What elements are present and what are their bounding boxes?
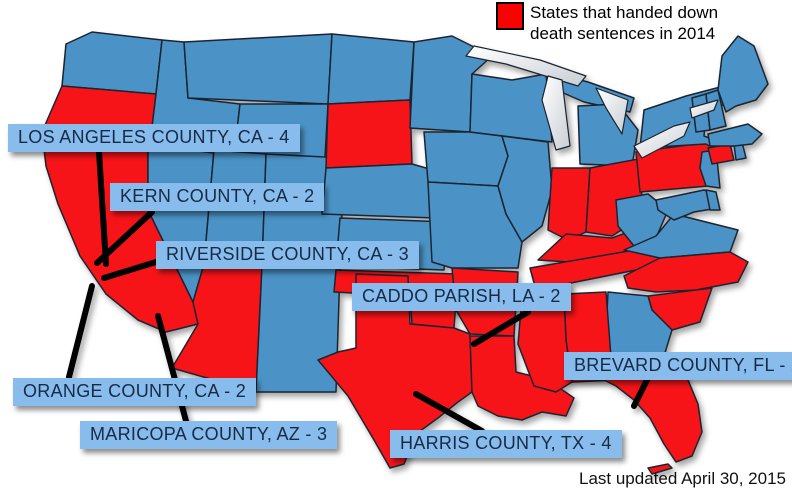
callout-line-riverside xyxy=(101,259,159,281)
state-montana xyxy=(183,33,333,105)
lake-erie xyxy=(633,121,691,159)
state-north-carolina xyxy=(623,251,749,293)
callout-line-orange xyxy=(66,283,95,380)
state-michigan-lower xyxy=(577,103,639,167)
callout-riverside-county: RIVERSIDE COUNTY, CA - 3 xyxy=(156,241,419,269)
callout-line-los-angeles xyxy=(96,149,109,267)
legend-label-line2: death sentences in 2014 xyxy=(530,24,716,43)
lake-ontario xyxy=(689,99,719,119)
callout-brevard-county: BREVARD COUNTY, FL - 2 xyxy=(564,352,792,380)
callout-orange-county: ORANGE COUNTY, CA - 2 xyxy=(13,378,257,406)
state-connecticut xyxy=(707,143,735,165)
state-washington xyxy=(61,31,163,95)
legend: States that handed down death sentences … xyxy=(496,2,718,44)
state-south-dakota xyxy=(325,99,413,169)
state-north-dakota xyxy=(327,33,415,105)
state-nebraska xyxy=(321,163,441,219)
lake-superior xyxy=(465,45,587,87)
lake-huron xyxy=(595,87,629,135)
callout-line-kern xyxy=(94,209,155,266)
callout-line-brevard xyxy=(631,375,651,409)
state-iowa xyxy=(423,131,509,187)
state-indiana xyxy=(547,167,591,241)
state-maine xyxy=(717,35,769,113)
state-new-hampshire xyxy=(705,89,727,131)
state-louisiana xyxy=(469,335,575,421)
state-illinois xyxy=(497,135,553,243)
callout-harris-county: HARRIS COUNTY, TX - 4 xyxy=(390,430,622,458)
state-florida-keys xyxy=(647,463,673,475)
legend-label: States that handed down death sentences … xyxy=(530,2,718,44)
callout-kern-county: KERN COUNTY, CA - 2 xyxy=(110,183,325,211)
lake-michigan xyxy=(541,75,571,151)
state-new-mexico xyxy=(255,265,341,393)
state-wisconsin xyxy=(469,73,553,143)
callout-maricopa-county: MARICOPA COUNTY, AZ - 3 xyxy=(80,421,338,449)
state-massachusetts xyxy=(707,123,763,147)
callout-line-caddo xyxy=(471,309,531,347)
state-delaware xyxy=(705,189,721,211)
legend-label-line1: States that handed down xyxy=(530,3,719,22)
last-updated-text: Last updated April 30, 2015 xyxy=(579,469,786,488)
legend-swatch xyxy=(496,2,524,30)
callout-line-harris xyxy=(413,391,485,434)
callout-caddo-parish: CADDO PARISH, LA - 2 xyxy=(352,283,571,311)
callout-los-angeles-county: LOS ANGELES COUNTY, CA - 4 xyxy=(8,124,300,152)
